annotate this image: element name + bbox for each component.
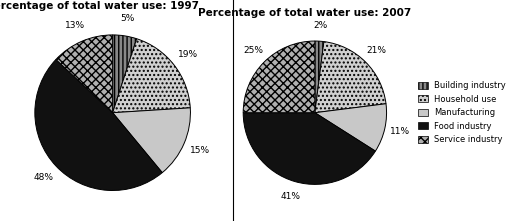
Wedge shape <box>35 59 162 191</box>
Wedge shape <box>315 42 386 113</box>
Wedge shape <box>113 108 190 173</box>
Text: 41%: 41% <box>281 192 301 201</box>
Text: 19%: 19% <box>178 50 198 59</box>
Text: 21%: 21% <box>367 46 387 55</box>
Wedge shape <box>243 113 375 184</box>
Wedge shape <box>315 104 387 151</box>
Wedge shape <box>243 41 315 113</box>
Text: 15%: 15% <box>189 146 210 155</box>
Text: 25%: 25% <box>243 46 263 55</box>
Text: 13%: 13% <box>65 21 85 30</box>
Legend: Building industry, Household use, Manufacturing, Food industry, Service industry: Building industry, Household use, Manufa… <box>418 81 506 144</box>
Text: 2%: 2% <box>313 21 328 30</box>
Wedge shape <box>56 35 113 113</box>
Text: 5%: 5% <box>120 14 135 23</box>
Wedge shape <box>113 39 190 113</box>
Text: 11%: 11% <box>390 127 410 136</box>
Wedge shape <box>315 41 324 113</box>
Text: 48%: 48% <box>33 173 53 182</box>
Wedge shape <box>113 35 137 113</box>
Text: Percentage of total water use: 1997: Percentage of total water use: 1997 <box>0 0 199 11</box>
Text: Percentage of total water use: 2007: Percentage of total water use: 2007 <box>199 8 412 18</box>
